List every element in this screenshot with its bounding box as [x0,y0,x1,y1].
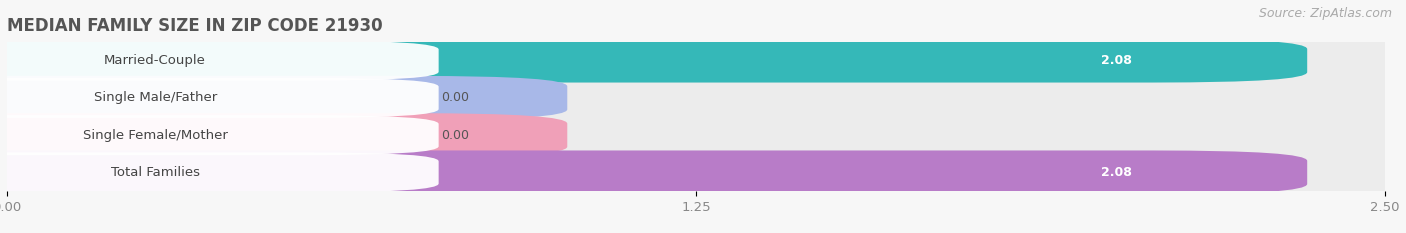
Text: MEDIAN FAMILY SIZE IN ZIP CODE 21930: MEDIAN FAMILY SIZE IN ZIP CODE 21930 [7,17,382,35]
FancyBboxPatch shape [0,113,1406,157]
FancyBboxPatch shape [0,115,439,155]
FancyBboxPatch shape [0,152,439,192]
Text: Total Families: Total Families [111,166,200,179]
Text: 2.08: 2.08 [1101,166,1132,179]
Text: Married-Couple: Married-Couple [104,54,207,67]
FancyBboxPatch shape [0,39,1308,82]
FancyBboxPatch shape [0,151,1406,194]
Text: Single Male/Father: Single Male/Father [94,91,217,104]
FancyBboxPatch shape [0,41,439,81]
FancyBboxPatch shape [0,78,439,118]
Text: Single Female/Mother: Single Female/Mother [83,129,228,142]
FancyBboxPatch shape [0,39,1406,82]
Text: Source: ZipAtlas.com: Source: ZipAtlas.com [1258,7,1392,20]
FancyBboxPatch shape [0,113,567,157]
Text: 0.00: 0.00 [441,91,470,104]
FancyBboxPatch shape [0,151,1308,194]
FancyBboxPatch shape [0,76,567,120]
Text: 2.08: 2.08 [1101,54,1132,67]
FancyBboxPatch shape [0,76,1406,120]
Text: 0.00: 0.00 [441,129,470,142]
